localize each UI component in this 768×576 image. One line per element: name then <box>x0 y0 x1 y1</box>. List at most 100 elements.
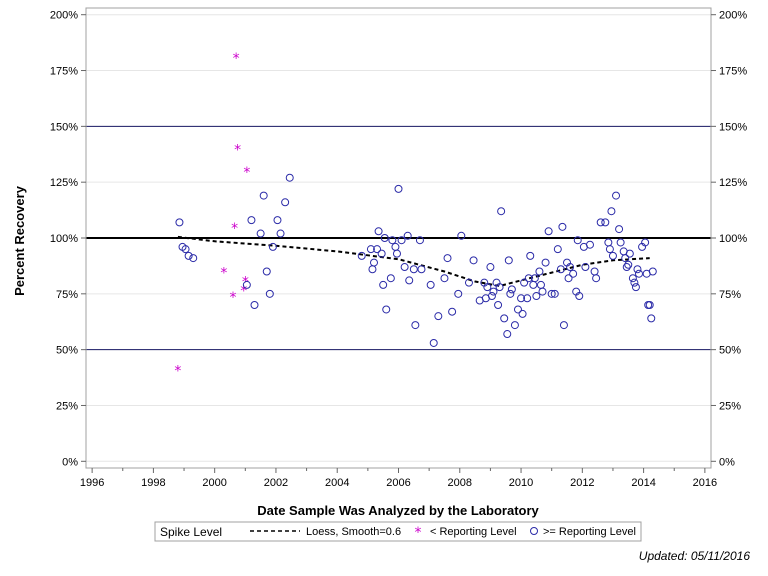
data-point-star: * <box>174 364 181 380</box>
data-point-star: * <box>233 51 240 67</box>
data-point-circle <box>648 267 657 276</box>
data-point-circle <box>281 198 290 207</box>
data-point-circle <box>616 238 625 247</box>
data-point-circle <box>536 280 545 289</box>
data-point-circle <box>379 280 388 289</box>
data-point-circle <box>434 312 443 321</box>
data-point-circle <box>520 278 529 287</box>
data-point-circle <box>483 283 492 292</box>
data-point-circle <box>189 254 198 263</box>
data-point-circle <box>403 231 412 240</box>
x-tick-label: 2000 <box>202 477 226 489</box>
data-point-circle <box>440 274 449 283</box>
data-point-circle <box>628 274 637 283</box>
data-points: ********* <box>174 51 657 380</box>
data-point-circle <box>265 289 274 298</box>
data-point-circle <box>569 269 578 278</box>
data-point-circle <box>497 207 506 216</box>
data-point-circle <box>615 225 624 234</box>
data-point-circle <box>429 338 438 347</box>
data-point-circle <box>581 263 590 272</box>
data-point-star: * <box>231 221 238 237</box>
data-point-circle <box>487 292 496 301</box>
data-point-circle <box>495 283 504 292</box>
data-point-circle <box>494 300 503 309</box>
data-point-circle <box>368 265 377 274</box>
data-point-star: * <box>234 143 241 159</box>
data-point-circle <box>181 245 190 254</box>
axes: 0% 0% 25% 25% 50% 50% 75% 75% 100% 100% 125% 125% 15… <box>50 10 747 489</box>
x-tick-label: 2002 <box>264 477 288 489</box>
data-point-circle <box>409 265 418 274</box>
y-tick-label-right: 125% <box>719 177 747 189</box>
y-tick-label-right: 100% <box>719 233 747 245</box>
data-point-circle <box>608 251 617 260</box>
data-point-circle <box>464 278 473 287</box>
x-tick-label: 2004 <box>325 477 349 489</box>
data-point-circle <box>641 238 650 247</box>
data-point-circle <box>596 218 605 227</box>
legend-star-swatch: * <box>415 525 422 541</box>
data-point-circle <box>517 294 526 303</box>
data-point-star: * <box>243 165 250 181</box>
data-point-circle <box>242 280 251 289</box>
data-point-circle <box>518 309 527 318</box>
data-point-star: * <box>240 283 247 299</box>
data-point-circle <box>373 245 382 254</box>
data-point-circle <box>457 231 466 240</box>
data-point-circle <box>612 191 621 200</box>
data-point-circle <box>454 289 463 298</box>
legend-circle-swatch <box>530 527 538 535</box>
data-point-circle <box>256 229 265 238</box>
data-point-circle <box>592 274 601 283</box>
data-point-circle <box>448 307 457 316</box>
data-point-circle <box>532 292 541 301</box>
data-point-circle <box>566 263 575 272</box>
y-tick-label-right: 75% <box>719 289 741 301</box>
data-point-circle <box>573 236 582 245</box>
data-point-circle <box>273 216 282 225</box>
data-point-circle <box>259 191 268 200</box>
x-tick-label: 1996 <box>80 477 104 489</box>
data-point-circle <box>635 269 644 278</box>
data-point-star: * <box>242 274 249 290</box>
data-point-circle <box>388 236 397 245</box>
data-point-circle <box>513 305 522 314</box>
data-point-circle <box>585 240 594 249</box>
y-tick-label-left: 100% <box>50 233 78 245</box>
y-tick-label-right: 50% <box>719 345 741 357</box>
y-tick-label-right: 200% <box>719 10 747 22</box>
data-point-circle <box>377 249 386 258</box>
y-tick-label-left: 150% <box>50 121 78 133</box>
y-tick-label-left: 0% <box>62 456 78 468</box>
data-point-circle <box>397 236 406 245</box>
y-tick-label-right: 175% <box>719 66 747 78</box>
data-point-circle <box>391 242 400 251</box>
x-tick-label: 2012 <box>570 477 594 489</box>
data-point-circle <box>559 321 568 330</box>
data-point-circle <box>386 274 395 283</box>
legend-star-label: < Reporting Level <box>430 526 517 538</box>
data-point-circle <box>541 258 550 267</box>
data-point-circle <box>645 300 654 309</box>
data-point-circle <box>504 256 513 265</box>
data-point-circle <box>374 227 383 236</box>
data-point-circle <box>631 283 640 292</box>
data-point-circle <box>538 287 547 296</box>
x-tick-label: 1998 <box>141 477 165 489</box>
data-point-circle <box>605 245 614 254</box>
data-point-circle <box>556 265 565 274</box>
data-point-circle <box>268 242 277 251</box>
data-point-circle <box>469 256 478 265</box>
data-point-circle <box>601 218 610 227</box>
data-point-circle <box>285 173 294 182</box>
data-point-circle <box>426 280 435 289</box>
data-point-circle <box>507 285 516 294</box>
data-point-circle <box>529 280 538 289</box>
x-tick-label: 2010 <box>509 477 533 489</box>
data-point-circle <box>590 267 599 276</box>
data-point-circle <box>624 260 633 269</box>
data-point-circle <box>575 292 584 301</box>
legend: Spike Level Loess, Smooth=0.6 * < Report… <box>154 521 642 542</box>
data-point-circle <box>250 300 259 309</box>
